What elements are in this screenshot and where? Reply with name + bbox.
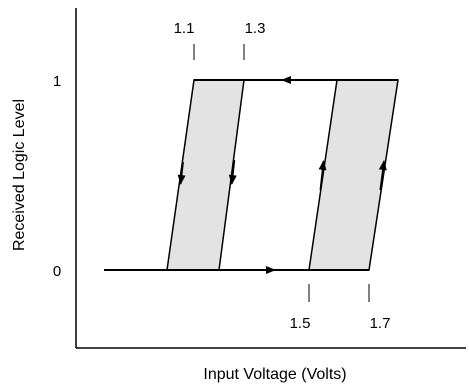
mid-right-edge-up-arrow: [318, 160, 327, 191]
threshold-label-1-5: 1.5: [290, 315, 311, 332]
y-tick-label-high: 1: [53, 73, 61, 90]
x-axis-label: Input Voltage (Volts): [203, 366, 346, 383]
threshold-label-1-3: 1.3: [245, 20, 266, 37]
threshold-label-1-7: 1.7: [370, 315, 391, 332]
right-edge-up-arrow: [378, 160, 387, 191]
left-edge-down-arrow: [177, 161, 186, 185]
y-axis-label: Received Logic Level: [11, 99, 28, 251]
mid-edge-down-arrow: [228, 159, 237, 185]
y-tick-label-low: 0: [53, 263, 61, 280]
threshold-label-1-1: 1.1: [174, 20, 195, 37]
